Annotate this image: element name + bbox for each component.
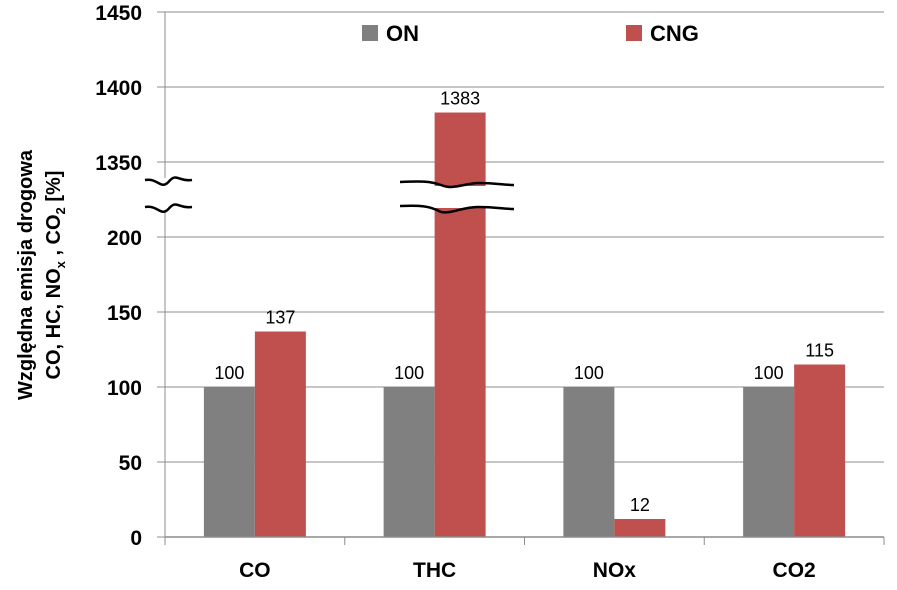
- data-label: 100: [754, 363, 784, 383]
- axis-break-wave: [144, 203, 193, 214]
- legend-label-cng: CNG: [650, 21, 699, 46]
- y-tick-labels: 0 50 100 150 200 1350 1400 1450: [95, 2, 165, 550]
- data-label: 100: [214, 363, 244, 383]
- bar-on-co: [203, 387, 255, 537]
- y-tick-label: 1350: [95, 152, 142, 175]
- data-label: 1383: [440, 89, 480, 109]
- y-tick-label: 100: [107, 377, 142, 400]
- y-tick-label: 1450: [95, 2, 142, 25]
- legend-label-on: ON: [386, 21, 419, 46]
- data-labels: 100 137 100 1383 100 12 100 115: [214, 89, 834, 516]
- data-label: 12: [630, 495, 650, 515]
- data-label: 137: [265, 308, 295, 328]
- bar-cng-co2: [794, 364, 846, 537]
- axis-break-marks: [144, 176, 515, 214]
- legend: ON CNG: [362, 21, 699, 46]
- y-axis-title: Względna emisja drogowa CO, HC, NOx , CO…: [15, 149, 68, 400]
- x-category-label: CO: [239, 559, 271, 582]
- data-label: 100: [394, 363, 424, 383]
- bar-cng-nox: [614, 519, 666, 537]
- y-tick-label: 1400: [95, 77, 142, 100]
- legend-swatch-cng: [626, 25, 642, 41]
- bar-break-gap: [400, 186, 515, 208]
- bar-on-nox: [563, 387, 615, 537]
- data-label: 100: [574, 363, 604, 383]
- y-tick-label: 0: [130, 527, 142, 550]
- x-category-label: CO2: [773, 559, 816, 582]
- axis-break-wave: [144, 176, 193, 187]
- x-category-label: NOx: [593, 559, 637, 582]
- y-axis-title-line1: Względna emisja drogowa: [15, 149, 37, 400]
- bar-on-thc: [383, 387, 435, 537]
- x-category-labels: CO THC NOx CO2: [239, 559, 816, 582]
- legend-swatch-on: [362, 25, 378, 41]
- data-label: 115: [805, 341, 834, 361]
- y-axis-title-line2: CO, HC, NOx , CO2 [%]: [43, 171, 68, 380]
- bar-break-wave: [399, 180, 515, 189]
- bar-cng-co: [254, 331, 306, 537]
- bars: [203, 112, 846, 537]
- x-category-label: THC: [413, 559, 456, 582]
- y-tick-label: 200: [107, 227, 142, 250]
- bar-cng-thc: [434, 112, 486, 537]
- y-tick-label: 50: [119, 452, 142, 475]
- axes: [164, 12, 885, 545]
- y-tick-label: 150: [107, 302, 142, 325]
- bar-on-co2: [743, 387, 795, 537]
- bar-break-wave: [399, 204, 515, 214]
